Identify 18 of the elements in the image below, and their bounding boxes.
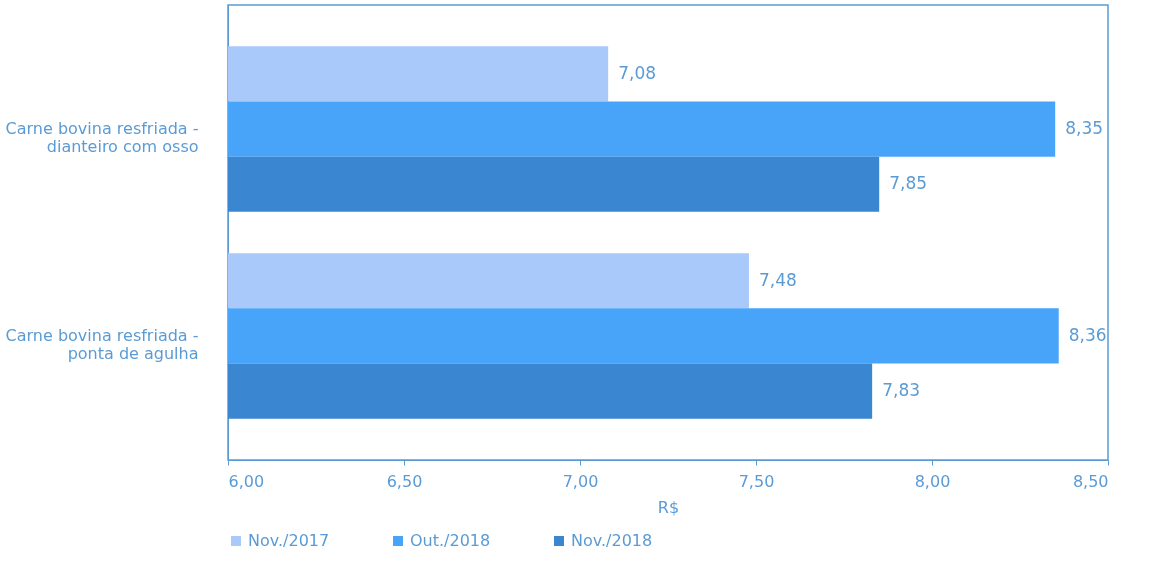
x-tick-label: 6,00: [228, 471, 265, 491]
x-tick-label: 7,00: [562, 471, 599, 491]
x-tick-label: 8,00: [914, 471, 951, 491]
x-axis-title: R$: [657, 497, 680, 517]
x-tick-label: 7,50: [738, 471, 775, 491]
legend-label: Nov./2017: [248, 531, 330, 550]
data-label: 7,83: [882, 380, 921, 401]
y-tick-label: Carne bovina resfriada - dianteiro com osso: [5, 119, 199, 157]
data-label: 7,85: [889, 173, 928, 194]
y-tick-label: Carne bovina resfriada - ponta de agulha: [5, 325, 199, 363]
data-label: 8,36: [1068, 324, 1107, 345]
data-label: 7,08: [618, 62, 657, 83]
x-tick-label: 8,50: [1072, 471, 1109, 491]
legend-label: Out./2018: [410, 531, 491, 550]
x-tick-label: 6,50: [386, 471, 423, 491]
data-label: 7,48: [758, 269, 797, 290]
legend-label: Nov./2018: [571, 531, 653, 550]
data-label: 8,35: [1065, 118, 1104, 139]
